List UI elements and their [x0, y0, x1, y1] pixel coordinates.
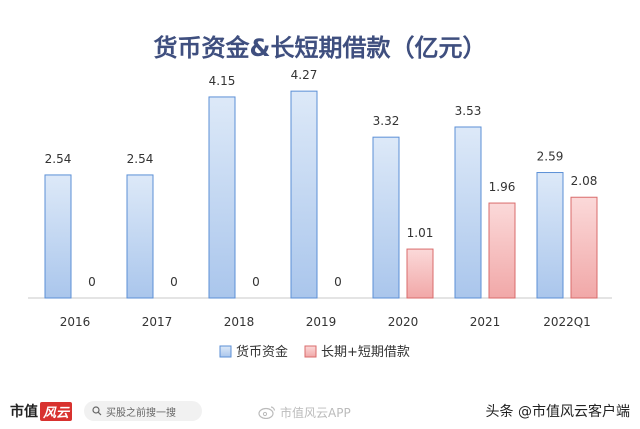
legend-swatch-loans [304, 345, 317, 358]
bar-cash-2019 [290, 90, 318, 299]
bar-loans-2022Q1 [570, 196, 598, 299]
legend-swatch-cash [219, 345, 232, 358]
brand-logo-part2: 风云 [40, 401, 73, 421]
chart-title: 货币资金&长短期借款（亿元） [154, 34, 487, 62]
bar-cash-2016 [44, 174, 72, 299]
legend-label-cash: 货币资金 [236, 344, 288, 360]
data-label-loans-2020: 1.01 [407, 226, 434, 240]
legend: 货币资金 长期+短期借款 [219, 344, 410, 360]
data-label-cash-2020: 3.32 [373, 114, 400, 128]
data-label-cash-2019: 4.27 [291, 68, 318, 82]
data-label-cash-2021: 3.53 [455, 104, 482, 118]
bar-loans-2021 [488, 202, 516, 299]
bars-group: 2.54 0 2016 2.54 0 2017 4.15 0 2018 4.27 0 2019 3.32… [44, 68, 598, 329]
data-label-cash-2018: 4.15 [209, 74, 236, 88]
x-tick-label-2019: 2019 [306, 315, 337, 329]
weibo-watermark: 市值风云APP [258, 402, 351, 422]
search-placeholder: 买股之前搜一搜 [106, 407, 176, 419]
weibo-icon [258, 406, 276, 419]
legend-label-loans: 长期+短期借款 [321, 345, 410, 360]
search-box[interactable]: 买股之前搜一搜 [84, 401, 202, 421]
data-label-loans-2016: 0 [88, 275, 96, 289]
footer: 市值 风云 买股之前搜一搜 市值风云APP 头条 @市值风云客户端 [0, 393, 640, 429]
x-tick-label-2017: 2017 [142, 315, 173, 329]
x-tick-label-2018: 2018 [224, 315, 255, 329]
bar-cash-2021 [454, 126, 482, 299]
x-tick-label-2022Q1: 2022Q1 [543, 315, 591, 329]
x-tick-label-2020: 2020 [388, 315, 419, 329]
search-icon [92, 406, 102, 416]
data-label-loans-2022Q1: 2.08 [571, 174, 598, 188]
data-label-cash-2016: 2.54 [45, 152, 72, 166]
bar-cash-2018 [208, 96, 236, 299]
x-tick-label-2016: 2016 [60, 315, 91, 329]
source-credit: 头条 @市值风云客户端 [485, 404, 630, 420]
weibo-text: 市值风云APP [280, 405, 351, 420]
data-label-loans-2017: 0 [170, 275, 178, 289]
data-label-loans-2019: 0 [334, 275, 342, 289]
data-label-cash-2017: 2.54 [127, 152, 154, 166]
bar-cash-2017 [126, 174, 154, 299]
x-tick-label-2021: 2021 [470, 315, 501, 329]
bar-loans-2020 [406, 248, 434, 299]
data-label-cash-2022Q1: 2.59 [537, 150, 564, 164]
data-label-loans-2018: 0 [252, 275, 260, 289]
brand-logo: 市值 风云 [10, 401, 73, 421]
data-label-loans-2021: 1.96 [489, 180, 516, 194]
bar-cash-2020 [372, 136, 400, 299]
bar-cash-2022Q1 [536, 172, 564, 299]
brand-logo-part1: 市值 [10, 404, 38, 420]
